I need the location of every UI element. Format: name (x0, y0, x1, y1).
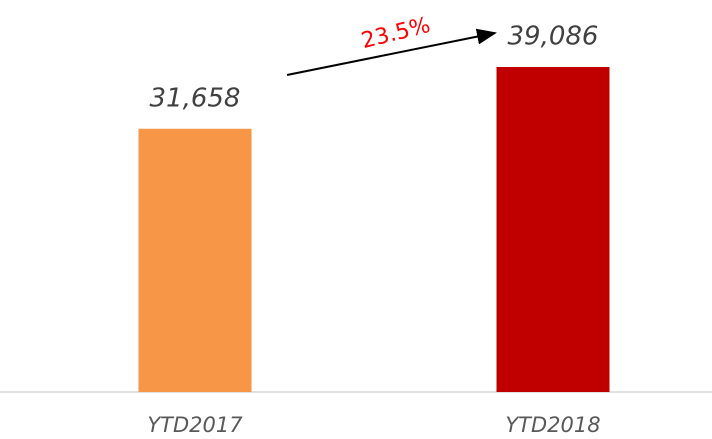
chart: 23.5% 31,658YTD201739,086YTD2018 (0, 0, 712, 439)
bar (497, 67, 610, 392)
bar (139, 129, 252, 392)
value-label: 31,658 (150, 83, 241, 113)
x-tick-label: YTD2018 (505, 413, 600, 437)
value-label: 39,086 (508, 22, 599, 52)
x-tick-label: YTD2017 (147, 413, 243, 437)
